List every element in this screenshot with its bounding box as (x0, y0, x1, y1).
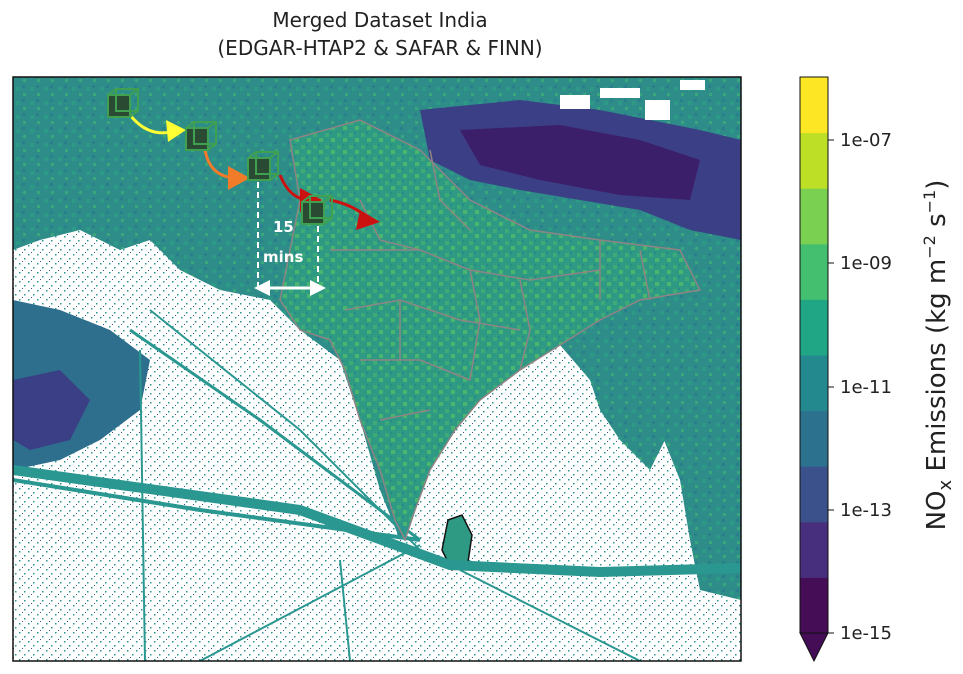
colorbar-segment (800, 355, 828, 412)
colorbar-segment (800, 410, 828, 467)
india-landmass (280, 120, 700, 540)
colorbar-label-main: NO (922, 490, 952, 530)
colorbar-label-rest: Emissions (kg m (922, 259, 952, 480)
map-title-line2: (EDGAR-HTAP2 & SAFAR & FINN) (217, 36, 543, 60)
colorbar-label-end: ) (922, 180, 952, 190)
box-icon-4 (301, 195, 333, 225)
duration-arrowhead-right (310, 280, 326, 296)
southeast-landmass (640, 290, 741, 600)
map-frame (12, 76, 742, 662)
colorbar-ticks: 1e-07 1e-09 1e-11 1e-13 1e-15 (828, 130, 892, 644)
colorbar-label-sub: x (935, 479, 956, 490)
colorbar-segment (800, 299, 828, 356)
colorbar-segment (800, 243, 828, 300)
plateau-core (460, 125, 700, 200)
colorbar-label-mid: s (922, 213, 952, 235)
colorbar-segment (800, 466, 828, 523)
colorbar-frame (799, 76, 829, 634)
map-panel: 15 mins (13, 77, 741, 661)
colorbar-label-sup2: −1 (920, 190, 939, 214)
colorbar-segment (800, 132, 828, 189)
duration-arrowhead-left (254, 280, 270, 296)
duration-value: 15 (273, 218, 294, 236)
colorbar-segment (800, 77, 828, 134)
no-data-patches (560, 80, 705, 120)
arrowhead-red-2 (356, 210, 380, 230)
colorbar-tick-label: 1e-11 (840, 377, 892, 398)
colorbar-segment (800, 577, 828, 634)
box-icon-1 (107, 88, 139, 118)
colorbar-tick-label: 1e-15 (840, 623, 892, 644)
arrowhead-yellow (166, 120, 186, 142)
colorbar (799, 76, 829, 663)
duration-unit: mins (263, 248, 303, 266)
colorbar-extend-min (799, 632, 829, 663)
box-icon-2 (185, 121, 217, 151)
colorbar-tick-label: 1e-07 (840, 130, 892, 151)
arrowhead-orange (228, 166, 250, 190)
colorbar-segment (800, 521, 828, 578)
colorbar-label: NOx Emissions (kg m−2 s−1) (920, 180, 956, 531)
colorbar-label-sup1: −2 (920, 235, 939, 259)
gulf-land (13, 370, 90, 450)
colorbar-segment (800, 188, 828, 245)
state-boundaries (279, 119, 702, 542)
shipping-lanes (13, 309, 741, 661)
map-title-line1: Merged Dataset India (272, 8, 488, 32)
trajectory-annotation: 15 mins (107, 88, 380, 296)
box-icon-3 (247, 151, 279, 181)
colorbar-tick-label: 1e-13 (840, 500, 892, 521)
colorbar-tick-label: 1e-09 (840, 253, 892, 274)
